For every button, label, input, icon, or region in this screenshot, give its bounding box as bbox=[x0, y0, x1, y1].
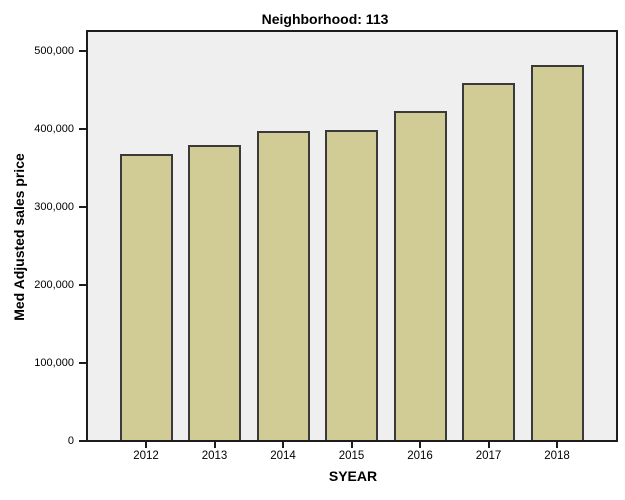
x-tick-label: 2016 bbox=[407, 450, 433, 462]
y-tick-mark bbox=[79, 50, 86, 52]
y-tick-label: 500,000 bbox=[34, 44, 74, 57]
y-tick-mark bbox=[79, 284, 86, 286]
bar-2018 bbox=[530, 65, 584, 442]
bar-2017 bbox=[462, 83, 515, 442]
x-tick-label: 2015 bbox=[338, 450, 365, 462]
y-tick-label: 0 bbox=[67, 434, 74, 447]
x-tick-label: 2018 bbox=[544, 450, 570, 462]
x-tick-mark bbox=[145, 442, 147, 448]
x-tick-label: 2017 bbox=[475, 450, 502, 462]
x-tick-label: 2012 bbox=[133, 450, 159, 462]
x-tick-mark bbox=[282, 442, 284, 448]
y-tick-mark bbox=[79, 206, 86, 208]
bar-2013 bbox=[188, 144, 241, 442]
y-tick-mark bbox=[79, 440, 86, 442]
y-tick-label: 100,000 bbox=[34, 356, 74, 369]
y-tick-mark bbox=[79, 128, 86, 130]
x-tick-mark bbox=[487, 442, 490, 448]
x-tick-mark bbox=[419, 442, 421, 448]
x-tick-label: 2014 bbox=[270, 450, 296, 462]
y-tick-label: 400,000 bbox=[34, 122, 74, 135]
x-tick-mark bbox=[350, 442, 353, 448]
y-tick-label: 200,000 bbox=[34, 278, 74, 291]
y-tick-mark bbox=[79, 362, 86, 364]
x-tick-mark bbox=[213, 442, 216, 448]
bar-2015 bbox=[325, 130, 378, 442]
y-tick-label: 300,000 bbox=[34, 200, 74, 213]
y-axis-label: Med Adjusted sales price bbox=[11, 153, 27, 321]
x-tick-label: 2013 bbox=[201, 450, 228, 462]
bar-2014 bbox=[256, 130, 310, 442]
x-tick-mark bbox=[556, 442, 558, 448]
bar-2016 bbox=[393, 110, 447, 442]
chart-title: Neighborhood: 113 bbox=[261, 11, 389, 27]
bar-2012 bbox=[119, 154, 173, 442]
x-axis-label: SYEAR bbox=[328, 468, 378, 484]
